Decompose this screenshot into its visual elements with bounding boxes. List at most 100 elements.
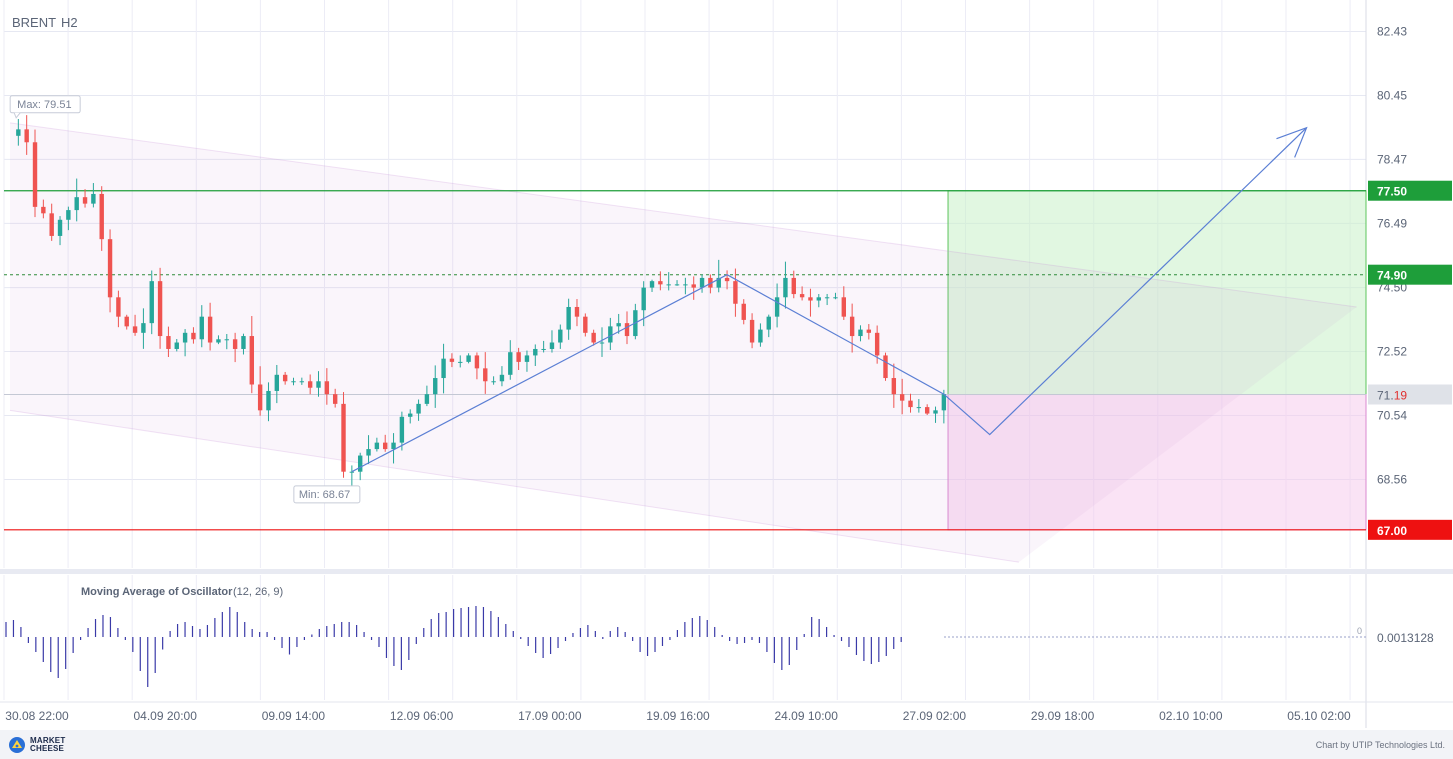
candle-body: [816, 297, 821, 301]
candle-body: [191, 332, 196, 340]
candle-body: [758, 329, 763, 343]
candle-body: [349, 471, 355, 473]
candle-body: [383, 442, 388, 450]
stop-loss-tag-label: 67.00: [1377, 524, 1407, 538]
candle-body: [374, 442, 380, 450]
trade-zones: [947, 190, 1367, 531]
time-tick-label: 29.09 18:00: [1031, 709, 1095, 723]
candle-body: [332, 394, 338, 404]
candle-body: [107, 239, 113, 298]
candle-body: [324, 381, 330, 395]
candle-body: [57, 219, 63, 236]
candle-body: [624, 323, 630, 337]
take-profit-tag: [1368, 180, 1452, 201]
candle-body: [649, 281, 655, 288]
candle-body: [549, 342, 555, 349]
candle-body: [516, 352, 521, 362]
candle-body: [683, 284, 688, 286]
candle-body: [299, 381, 305, 383]
cheese-logo-icon: [9, 737, 25, 753]
max-annotation-box: [9, 95, 81, 114]
candle-body: [307, 381, 313, 388]
candle-body: [741, 303, 746, 320]
candle-body: [508, 352, 513, 375]
candle-body: [599, 342, 605, 344]
candle-body: [616, 323, 621, 327]
time-tick-label: 27.09 02:00: [903, 709, 967, 723]
candle-body: [458, 361, 463, 363]
candle-body: [716, 277, 721, 288]
candle-body: [733, 281, 738, 304]
candle-body: [224, 339, 229, 341]
candle-body: [291, 381, 296, 383]
time-tick-label: 02.10 10:00: [1159, 709, 1223, 723]
candle-body: [99, 193, 104, 240]
candle-body: [824, 297, 830, 299]
time-tick-label: 09.09 14:00: [262, 709, 326, 723]
candle-body: [341, 403, 346, 472]
time-tick-label: 24.09 10:00: [774, 709, 838, 723]
candle-body: [16, 129, 21, 136]
logo-line-1: MARKET: [30, 736, 66, 745]
symbol-label: BRENT: [12, 15, 56, 30]
forecast-line: [351, 127, 1307, 473]
time-tick-label: 19.09 16:00: [646, 709, 710, 723]
time-tick-label: 30.08 22:00: [5, 709, 69, 723]
candle-body: [241, 336, 246, 349]
candle-body: [691, 284, 696, 288]
candle-body: [149, 281, 154, 324]
reference-tag: [1368, 264, 1452, 285]
candle-body: [533, 348, 538, 356]
time-tick-label: 17.09 00:00: [518, 709, 582, 723]
reference-tag-label: 74.90: [1377, 269, 1407, 283]
candle-body: [424, 394, 430, 404]
indicator-name: Moving Average of Oscillator: [81, 586, 233, 598]
candle-body: [141, 323, 146, 333]
time-axis[interactable]: 30.08 22:00 04.09 20:00 09.09 14:00 12.09 0…: [5, 709, 1351, 723]
candle-body: [408, 413, 413, 417]
take-profit-tag-label: 77.50: [1377, 185, 1407, 199]
candle-body: [766, 316, 771, 330]
indicator-params: (12, 26, 9): [233, 586, 283, 598]
take-profit-zone: [947, 190, 1367, 396]
candle-body: [182, 332, 188, 343]
market-cheese-logo[interactable]: MARKET CHEESE: [8, 736, 65, 754]
chart-footer: MARKET CHEESE Chart by UTIP Technologies…: [0, 730, 1453, 759]
candle-body: [933, 410, 938, 414]
candle-body: [849, 316, 855, 337]
candle-body: [249, 336, 255, 385]
candle-body: [591, 332, 596, 343]
candle-body: [357, 455, 363, 472]
oscillator-panel: 0 0.0013128: [5, 606, 1434, 687]
candle-body: [174, 342, 179, 349]
chart-credit: Chart by UTIP Technologies Ltd.: [1315, 740, 1445, 750]
price-tick-label: 80.45: [1377, 88, 1407, 102]
candle-body: [858, 329, 863, 337]
candle-body: [916, 407, 922, 409]
stop-loss-zone: [947, 394, 1367, 531]
oscillator-zero-label: 0: [1357, 626, 1362, 636]
candle-body: [641, 287, 646, 311]
forecast-arrowhead: [1276, 126, 1308, 158]
candle-body: [416, 403, 421, 414]
candle-body: [783, 277, 788, 298]
candle-body: [483, 368, 488, 382]
candle-body: [491, 381, 496, 383]
candle-body: [74, 197, 79, 211]
current-price-tag: [1368, 384, 1452, 405]
candle-body: [132, 326, 138, 333]
candle-body: [82, 197, 88, 204]
candle-body: [841, 297, 846, 317]
min-annotation-label: Min: 68.67: [299, 489, 350, 501]
time-tick-label: 05.10 02:00: [1287, 709, 1351, 723]
candle-body: [49, 213, 54, 236]
stop-loss-tag: [1368, 519, 1452, 540]
candle-body: [541, 348, 546, 350]
candle-body: [774, 297, 780, 317]
candle-body: [874, 332, 880, 356]
candle-body: [883, 355, 888, 379]
price-levels: [4, 190, 1366, 531]
candle-body: [257, 384, 263, 411]
price-axis[interactable]: 82.4380.4578.4776.4974.5072.5270.5468.56…: [1368, 25, 1452, 540]
